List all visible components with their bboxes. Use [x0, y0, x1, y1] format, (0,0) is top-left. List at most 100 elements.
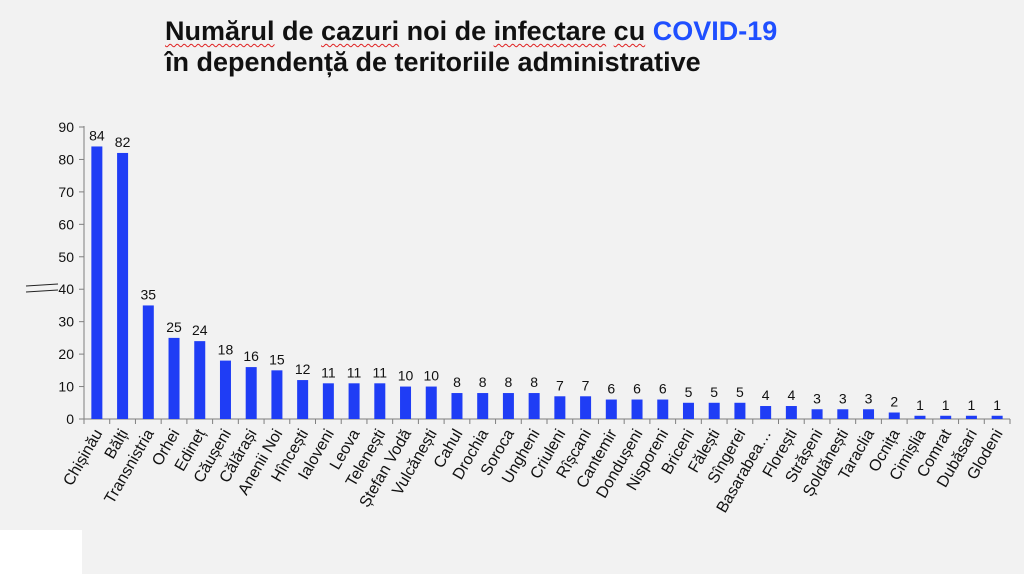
bar	[657, 399, 669, 419]
data-label: 6	[607, 381, 615, 397]
y-tick-label: 0	[66, 411, 74, 427]
data-label: 15	[269, 351, 285, 367]
title-line-1: Numărul de cazuri noi de infectare cu CO…	[165, 16, 777, 47]
bar	[374, 383, 386, 419]
bar	[631, 399, 643, 419]
data-label: 10	[423, 368, 439, 384]
bar	[425, 386, 437, 419]
bar	[297, 380, 309, 419]
stray-mark	[25, 289, 59, 293]
data-label: 84	[89, 127, 105, 143]
data-label: 11	[373, 364, 388, 380]
bar	[168, 337, 180, 419]
x-tick-label: Chișinău	[60, 427, 106, 489]
data-label: 6	[633, 381, 641, 397]
data-label: 18	[218, 342, 234, 358]
bar	[888, 412, 900, 419]
bar	[554, 396, 566, 419]
title-word-noi-de: noi de	[399, 16, 494, 46]
chart-marks	[25, 283, 59, 293]
data-label: 8	[530, 374, 538, 390]
bar	[194, 341, 206, 419]
y-tick-label: 90	[58, 119, 74, 135]
chart-title: Numărul de cazuri noi de infectare cu CO…	[165, 16, 777, 78]
bar	[400, 386, 412, 419]
bar	[528, 393, 540, 419]
bar	[965, 415, 977, 419]
bar	[322, 383, 334, 419]
title-line-2: în dependență de teritoriile administrat…	[165, 47, 701, 77]
bar	[734, 402, 746, 419]
corner-patch	[0, 530, 82, 574]
y-tick-label: 80	[58, 151, 74, 167]
y-tick-label: 40	[58, 281, 74, 297]
y-tick-label: 30	[58, 314, 74, 330]
data-label: 8	[505, 374, 513, 390]
bar	[245, 367, 257, 419]
data-label: 1	[993, 397, 1001, 413]
title-word-cazuri: cazuri	[321, 16, 400, 46]
data-label: 1	[968, 397, 976, 413]
y-tick-label: 70	[58, 184, 74, 200]
data-label: 5	[736, 384, 744, 400]
data-label: 11	[321, 364, 336, 380]
data-label: 1	[916, 397, 924, 413]
bar	[682, 402, 694, 419]
data-label: 8	[479, 374, 487, 390]
y-tick-label: 20	[58, 346, 74, 362]
bar	[914, 415, 926, 419]
bar	[785, 406, 797, 419]
bar	[451, 393, 463, 419]
stray-mark	[25, 283, 59, 287]
y-tick-label: 60	[58, 216, 74, 232]
title-word-numarul: Numărul	[165, 16, 275, 46]
data-label: 7	[556, 377, 564, 393]
bar	[142, 305, 154, 419]
bar	[811, 409, 823, 419]
y-tick-label: 10	[58, 379, 74, 395]
chart-category-labels: ChișinăuBălțiTransnistriaOrheiEdinețCăuș…	[60, 426, 1006, 516]
chart-axes: 0 10 20 30 40 50 60 70 80 90	[58, 119, 1011, 427]
title-word-de: de	[274, 16, 322, 46]
data-label: 11	[347, 364, 362, 380]
bar	[219, 360, 231, 419]
bar	[708, 402, 720, 419]
title-word-infectare: infectare	[493, 16, 607, 46]
bar	[940, 415, 952, 419]
data-label: 1	[942, 397, 950, 413]
title-word-cu: cu	[613, 16, 646, 46]
data-label: 5	[710, 384, 718, 400]
bar	[502, 393, 514, 419]
bar	[837, 409, 849, 419]
data-label: 24	[192, 322, 208, 338]
bar	[991, 415, 1003, 419]
bar	[760, 406, 772, 419]
data-label: 8	[453, 374, 461, 390]
data-label: 16	[243, 348, 259, 364]
title-accent-covid: COVID-19	[645, 16, 778, 46]
data-label: 82	[115, 134, 131, 150]
data-label: 4	[787, 387, 795, 403]
bar	[271, 370, 283, 419]
bar	[91, 146, 103, 419]
y-tick-label: 50	[58, 249, 74, 265]
data-label: 7	[582, 377, 590, 393]
bar	[863, 409, 875, 419]
bar	[348, 383, 360, 419]
data-label: 25	[166, 319, 182, 335]
data-label: 6	[659, 381, 667, 397]
data-label: 12	[295, 361, 311, 377]
bar	[477, 393, 489, 419]
data-label: 35	[141, 286, 157, 302]
data-label: 3	[813, 390, 821, 406]
bar	[117, 152, 129, 419]
data-label: 3	[839, 390, 847, 406]
data-label: 2	[890, 394, 898, 410]
data-label: 3	[865, 390, 873, 406]
data-label: 5	[685, 384, 693, 400]
chart-bars	[91, 146, 1003, 419]
data-label: 10	[398, 368, 414, 384]
bar	[580, 396, 592, 419]
